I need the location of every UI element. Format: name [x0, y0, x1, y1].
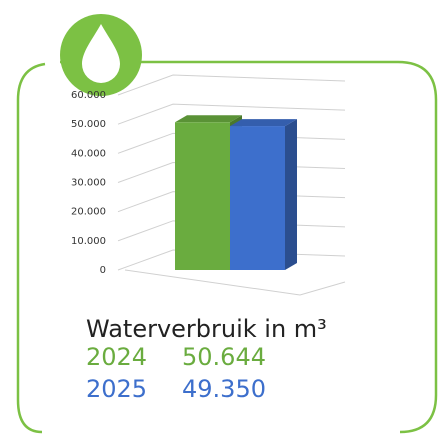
- y-tick-label: 50.000: [71, 119, 106, 130]
- value-label: 49.350: [182, 375, 266, 403]
- chart-title: Waterverbruik in m³: [86, 315, 327, 343]
- bar: [230, 126, 285, 270]
- y-tick-label: 0: [100, 265, 106, 276]
- y-tick-label: 40.000: [71, 148, 106, 159]
- bar-top: [175, 115, 242, 123]
- bar: [175, 122, 230, 270]
- y-tick-label: 10.000: [71, 236, 106, 247]
- legend-year: 2025: [86, 375, 147, 403]
- y-tick-label: 30.000: [71, 178, 106, 189]
- floor-edge: [124, 269, 346, 296]
- y-tick-label: 60.000: [71, 90, 106, 101]
- y-tick-label: 20.000: [71, 207, 106, 218]
- water-drop-icon: [82, 24, 120, 83]
- value-label: 50.644: [182, 343, 266, 371]
- grid-line: [117, 103, 346, 125]
- plot: 0 10.000 20.000 30.000 40.000 50.000 60.000: [71, 74, 346, 296]
- bar-side: [285, 119, 297, 270]
- bar-top: [230, 119, 297, 127]
- legend-year: 2024: [86, 343, 147, 371]
- card-border: [16, 60, 438, 434]
- grid-line: [117, 74, 346, 96]
